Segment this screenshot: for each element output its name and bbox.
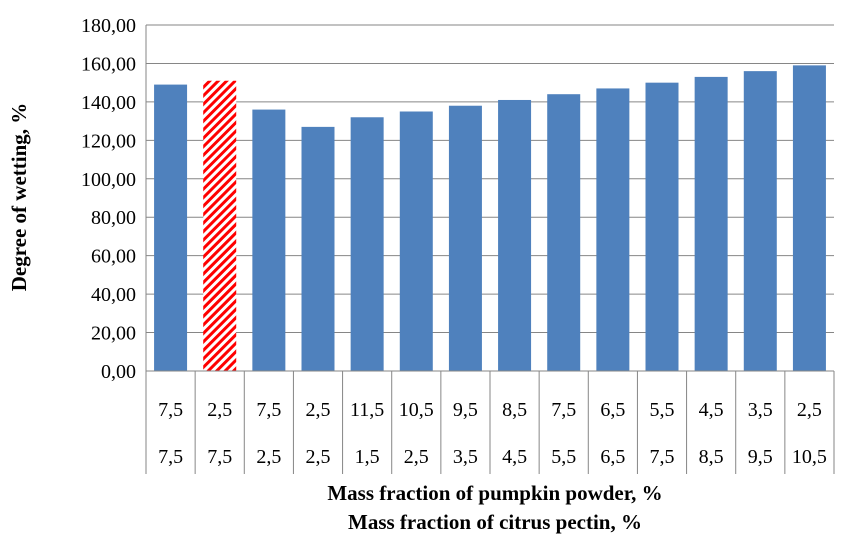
x-tick-label-pumpkin: 2,5	[797, 399, 822, 421]
x-tick-label-pectin: 10,5	[792, 446, 827, 468]
bar	[252, 109, 286, 372]
bar	[448, 105, 482, 371]
bar	[301, 126, 335, 371]
x-tick-label-pectin: 7,5	[650, 446, 675, 468]
bar	[498, 99, 532, 371]
x-tick-label-pectin: 2,5	[256, 446, 281, 468]
y-tick-label: 20,00	[91, 323, 136, 345]
bar	[547, 94, 581, 371]
y-tick-label: 80,00	[91, 207, 136, 229]
bar	[154, 84, 188, 371]
y-tick-labels: 0,00 20,00 40,00 60,00 80,00 100,00 120,00 140,…	[81, 15, 136, 383]
bar	[694, 76, 728, 372]
bar	[596, 88, 630, 371]
x-tick-label-pumpkin: 7,5	[551, 399, 576, 421]
y-tick-label: 0,00	[101, 361, 136, 383]
bar-highlighted	[203, 80, 237, 371]
y-tick-label: 40,00	[91, 284, 136, 306]
x-tick-labels: 7,5 2,5 7,5 2,5 11,5 10,5 9,5 8,5 7,5 6,5 5,5 4,5 3,…	[158, 399, 827, 468]
x-tick-label-pectin: 3,5	[453, 446, 478, 468]
x-tick-label-pumpkin: 10,5	[399, 399, 434, 421]
x-tick-label-pumpkin: 7,5	[158, 399, 183, 421]
x-tick-label-pumpkin: 8,5	[502, 399, 527, 421]
x-tick-label-pumpkin: 3,5	[748, 399, 773, 421]
gridlines	[146, 24, 834, 334]
x-tick-label-pumpkin: 7,5	[256, 399, 281, 421]
x-tick-label-pumpkin: 5,5	[650, 399, 675, 421]
x-tick-label-pectin: 2,5	[306, 446, 331, 468]
bar	[792, 65, 826, 371]
bar	[350, 117, 384, 372]
x-tick-label-pumpkin: 2,5	[207, 399, 232, 421]
x-tick-label-pectin: 7,5	[207, 446, 232, 468]
bar	[743, 71, 777, 371]
y-tick-label: 140,00	[81, 92, 136, 114]
x-axis-title-pectin: Mass fraction of citrus pectin, %	[348, 510, 642, 534]
y-tick-label: 60,00	[91, 246, 136, 268]
x-tick-label-pectin: 5,5	[551, 446, 576, 468]
x-tick-label-pectin: 7,5	[158, 446, 183, 468]
x-tick-label-pectin: 9,5	[748, 446, 773, 468]
x-tick-label-pumpkin: 11,5	[350, 399, 384, 421]
x-tick-label-pumpkin: 9,5	[453, 399, 478, 421]
x-tick-label-pectin: 2,5	[404, 446, 429, 468]
y-tick-label: 160,00	[81, 53, 136, 75]
x-tick-label-pectin: 4,5	[502, 446, 527, 468]
y-axis-title: Degree of wetting, %	[7, 103, 31, 292]
axes	[145, 25, 835, 474]
bars	[154, 65, 826, 372]
x-tick-label-pectin: 6,5	[600, 446, 625, 468]
bar	[399, 111, 433, 371]
bar	[645, 82, 679, 372]
x-tick-label-pectin: 8,5	[699, 446, 724, 468]
x-tick-label-pectin: 1,5	[355, 446, 380, 468]
y-tick-label: 180,00	[81, 15, 136, 37]
x-tick-label-pumpkin: 2,5	[306, 399, 331, 421]
y-tick-label: 120,00	[81, 130, 136, 152]
x-tick-label-pumpkin: 4,5	[699, 399, 724, 421]
x-axis-title-pumpkin: Mass fraction of pumpkin powder, %	[327, 481, 662, 505]
y-tick-label: 100,00	[81, 169, 136, 191]
x-tick-label-pumpkin: 6,5	[600, 399, 625, 421]
